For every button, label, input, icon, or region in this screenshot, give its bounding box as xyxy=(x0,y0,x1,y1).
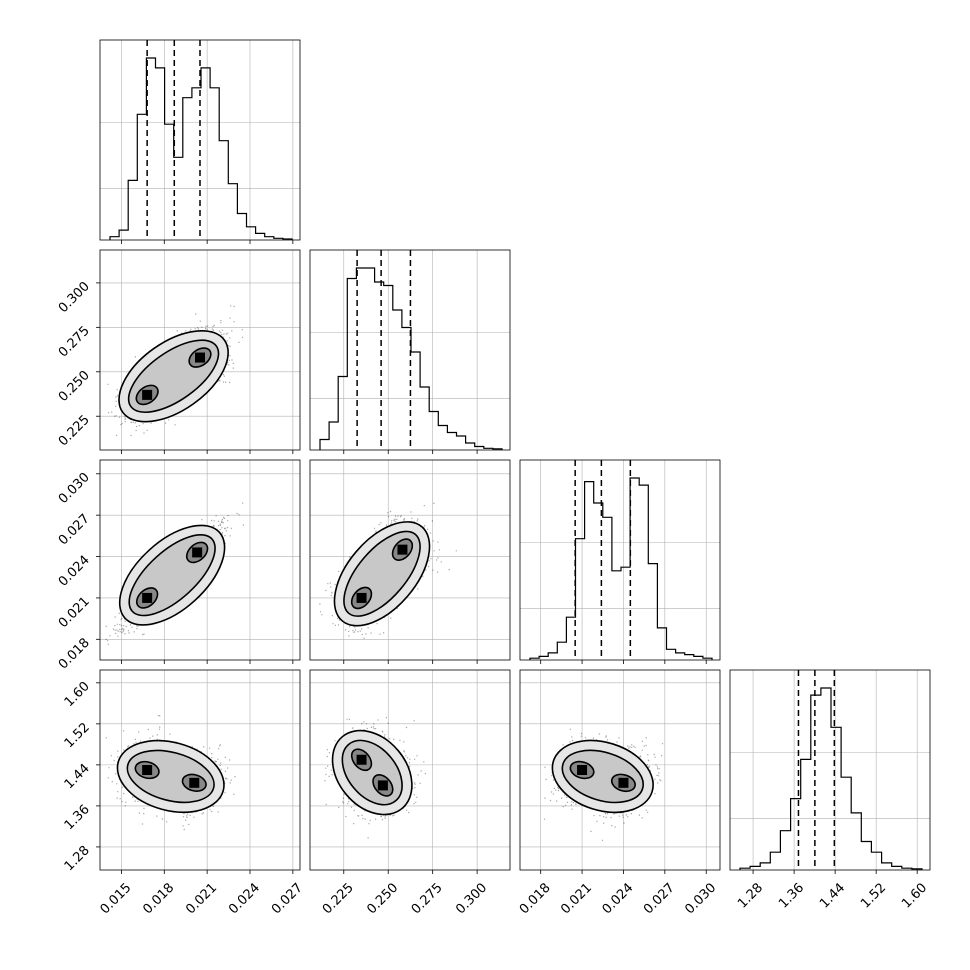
density-peak xyxy=(142,765,153,775)
x-tick-label: 0.027 xyxy=(641,880,678,917)
contour-line xyxy=(551,739,654,814)
contour-line xyxy=(134,760,160,780)
x-tick-label: 0.300 xyxy=(453,880,490,917)
x-tick-label: 1.52 xyxy=(858,880,889,911)
panel-frame xyxy=(99,249,301,451)
contour-line xyxy=(372,774,394,797)
histogram-0 xyxy=(109,40,293,240)
y-tick-label: 0.027 xyxy=(56,511,93,548)
scatter-1-0 xyxy=(107,305,244,437)
contour-line xyxy=(128,534,216,617)
x-tick-label: 1.44 xyxy=(817,880,848,911)
panel-frame xyxy=(99,459,301,661)
contour-line xyxy=(181,773,207,792)
y-tick-label: 1.36 xyxy=(62,802,93,833)
contour-line xyxy=(333,521,431,627)
scatter-3-2 xyxy=(543,728,664,841)
scatter-3-1 xyxy=(324,717,426,839)
contour-line xyxy=(569,760,595,780)
x-tick-label: 0.015 xyxy=(98,880,135,917)
contour-line xyxy=(127,339,220,414)
histogram-2 xyxy=(529,460,713,660)
scatter-2-1 xyxy=(319,502,457,639)
y-tick-label: 0.024 xyxy=(56,553,93,590)
histogram-step-line xyxy=(739,687,923,870)
density-peak xyxy=(142,389,153,400)
x-tick-label: 0.030 xyxy=(682,880,719,917)
histogram-step-line xyxy=(529,477,713,660)
density-peak xyxy=(192,547,203,558)
sample-points xyxy=(105,715,236,831)
density-peak xyxy=(142,592,153,603)
y-tick-label: 0.300 xyxy=(56,279,93,316)
panel-frame xyxy=(99,39,301,241)
contour-line xyxy=(350,586,373,610)
density-peak xyxy=(618,777,629,788)
panel-frame xyxy=(99,669,301,871)
density-peak xyxy=(189,777,200,788)
contour-line xyxy=(118,329,229,423)
contour-line xyxy=(118,524,226,626)
contour-line xyxy=(126,749,215,804)
panel-3-3 xyxy=(730,670,930,870)
histogram-1 xyxy=(319,250,503,450)
panel-frame xyxy=(729,669,931,871)
panel-frame xyxy=(519,459,721,661)
x-tick-label: 0.018 xyxy=(517,880,554,917)
y-tick-label: 0.021 xyxy=(56,594,93,631)
x-tick-label: 0.024 xyxy=(226,880,263,917)
x-tick-label: 1.60 xyxy=(899,880,930,911)
x-tick-label: 0.021 xyxy=(183,880,220,917)
panel-frame xyxy=(519,669,721,871)
x-tick-label: 0.024 xyxy=(600,880,637,917)
contour-line xyxy=(391,538,414,561)
contour-line xyxy=(188,347,212,368)
y-tick-label: 1.52 xyxy=(62,720,93,751)
x-tick-label: 0.225 xyxy=(320,880,357,917)
y-tick-label: 1.28 xyxy=(62,843,93,874)
y-tick-label: 0.030 xyxy=(56,470,93,507)
x-tick-label: 0.027 xyxy=(269,880,306,917)
contour-line xyxy=(341,739,403,806)
x-tick-label: 0.021 xyxy=(558,880,595,917)
x-tick-label: 0.250 xyxy=(364,880,401,917)
histogram-step-line xyxy=(109,57,293,240)
density-peak xyxy=(356,592,367,603)
contour-line xyxy=(610,773,636,793)
density-peak xyxy=(195,352,205,363)
scatter-2-0 xyxy=(105,502,244,645)
contour-line xyxy=(343,530,421,617)
contour-line xyxy=(116,739,225,813)
x-tick-label: 1.28 xyxy=(735,880,766,911)
contour-line xyxy=(561,749,644,804)
y-tick-label: 0.275 xyxy=(56,324,93,361)
scatter-3-0 xyxy=(105,715,236,831)
x-tick-label: 0.275 xyxy=(409,880,446,917)
panel-2-2 xyxy=(520,460,720,660)
x-tick-label: 1.36 xyxy=(776,880,807,911)
x-tick-label: 0.018 xyxy=(140,880,177,917)
contour-line xyxy=(135,384,159,406)
panel-frame xyxy=(309,459,511,661)
y-tick-label: 1.44 xyxy=(62,761,93,792)
y-tick-label: 0.225 xyxy=(56,412,93,449)
contour-line xyxy=(350,748,373,772)
contour-line xyxy=(185,541,209,564)
y-tick-label: 0.018 xyxy=(56,636,93,673)
panel-frame xyxy=(309,669,511,871)
histogram-3 xyxy=(739,670,923,870)
y-tick-label: 0.250 xyxy=(56,368,93,405)
y-tick-label: 1.60 xyxy=(62,679,93,710)
panel-frame xyxy=(309,249,511,451)
density-peak xyxy=(577,765,588,775)
contour-line xyxy=(135,587,159,609)
density-peak xyxy=(356,754,367,765)
density-peak xyxy=(377,780,388,791)
density-peak xyxy=(397,544,408,555)
contour-line xyxy=(331,729,413,816)
